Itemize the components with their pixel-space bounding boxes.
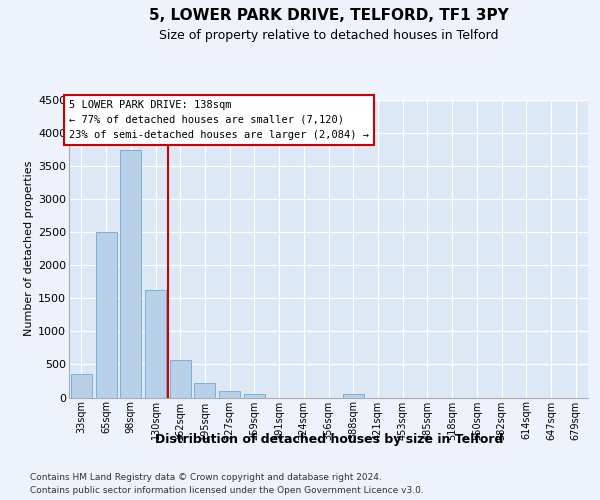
Bar	[71, 374, 92, 398]
Bar	[244, 394, 265, 398]
Bar	[170, 360, 191, 398]
Bar	[120, 150, 141, 398]
Text: Distribution of detached houses by size in Telford: Distribution of detached houses by size …	[155, 432, 503, 446]
Text: Contains HM Land Registry data © Crown copyright and database right 2024.: Contains HM Land Registry data © Crown c…	[30, 472, 382, 482]
Text: Size of property relative to detached houses in Telford: Size of property relative to detached ho…	[159, 29, 499, 42]
Text: 5, LOWER PARK DRIVE, TELFORD, TF1 3PY: 5, LOWER PARK DRIVE, TELFORD, TF1 3PY	[149, 8, 509, 22]
Text: Contains public sector information licensed under the Open Government Licence v3: Contains public sector information licen…	[30, 486, 424, 495]
Bar	[194, 383, 215, 398]
Bar	[343, 394, 364, 398]
Text: 5 LOWER PARK DRIVE: 138sqm
← 77% of detached houses are smaller (7,120)
23% of s: 5 LOWER PARK DRIVE: 138sqm ← 77% of deta…	[69, 100, 369, 140]
Bar	[95, 232, 116, 398]
Bar	[219, 391, 240, 398]
Bar	[145, 290, 166, 398]
Y-axis label: Number of detached properties: Number of detached properties	[24, 161, 34, 336]
